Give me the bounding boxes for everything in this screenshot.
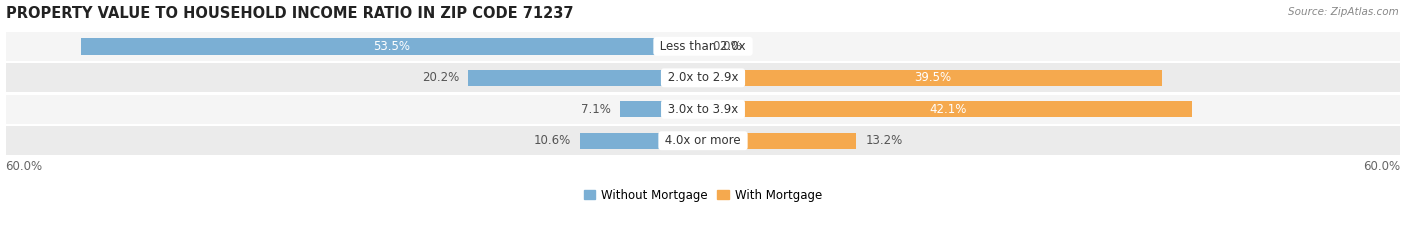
Text: 2.0x to 2.9x: 2.0x to 2.9x [664,71,742,84]
Text: Source: ZipAtlas.com: Source: ZipAtlas.com [1288,7,1399,17]
Bar [6,95,1400,124]
Text: 10.6%: 10.6% [533,134,571,147]
Text: 4.0x or more: 4.0x or more [661,134,745,147]
Bar [579,133,703,149]
Bar [703,101,1192,117]
Bar [703,133,856,149]
Bar [6,63,1400,92]
Text: 60.0%: 60.0% [6,160,42,173]
Text: 53.5%: 53.5% [374,40,411,53]
Text: 42.1%: 42.1% [929,103,966,116]
Text: 0.0%: 0.0% [713,40,742,53]
Bar [468,70,703,86]
Text: PROPERTY VALUE TO HOUSEHOLD INCOME RATIO IN ZIP CODE 71237: PROPERTY VALUE TO HOUSEHOLD INCOME RATIO… [6,6,574,21]
Legend: Without Mortgage, With Mortgage: Without Mortgage, With Mortgage [579,184,827,207]
Text: 13.2%: 13.2% [866,134,903,147]
Text: 3.0x to 3.9x: 3.0x to 3.9x [664,103,742,116]
Bar [6,126,1400,155]
Text: 7.1%: 7.1% [581,103,612,116]
Text: 60.0%: 60.0% [1364,160,1400,173]
Text: 39.5%: 39.5% [914,71,950,84]
Text: 20.2%: 20.2% [422,71,458,84]
Text: Less than 2.0x: Less than 2.0x [657,40,749,53]
Bar [82,38,703,55]
Bar [6,32,1400,61]
Bar [703,70,1163,86]
Bar [620,101,703,117]
